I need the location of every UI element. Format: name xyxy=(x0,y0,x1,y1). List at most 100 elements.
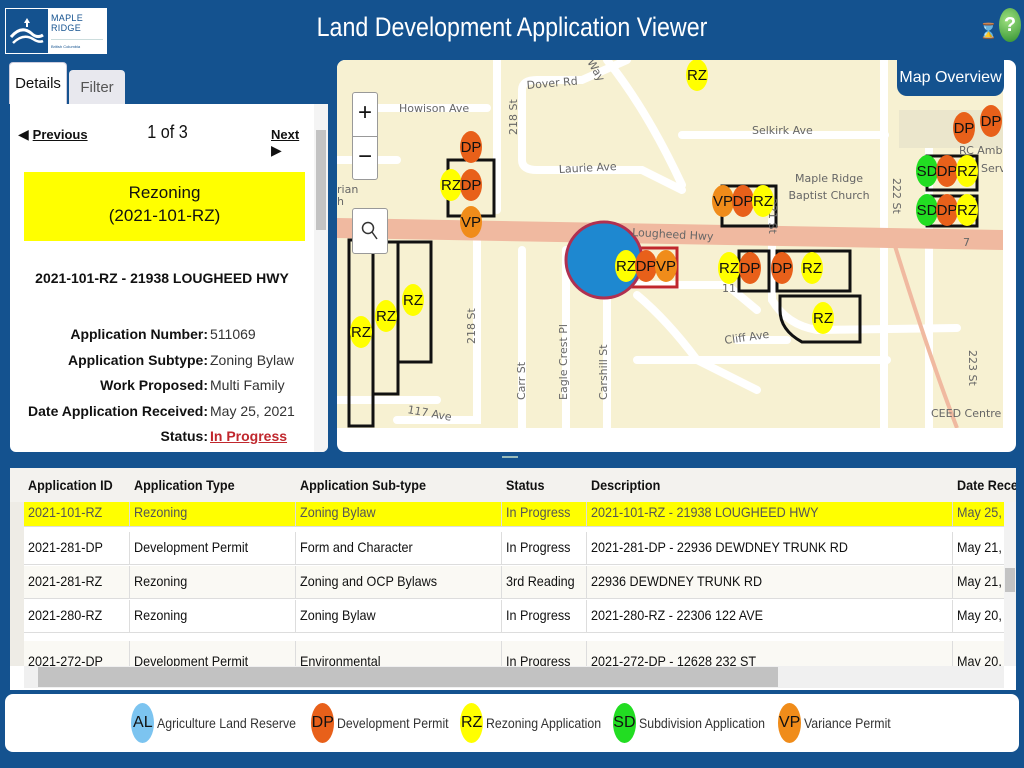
table-row[interactable]: 2021-280-RZ Rezoning Zoning Bylaw In Progre… xyxy=(24,600,1012,633)
marker-shape[interactable] xyxy=(615,250,637,282)
marker-vp[interactable]: VP xyxy=(655,250,677,282)
marker-sd[interactable]: SD xyxy=(916,155,938,187)
zoom-out-button[interactable]: − xyxy=(357,143,372,170)
marker-shape[interactable] xyxy=(956,155,978,187)
marker-shape[interactable] xyxy=(375,300,397,332)
marker-shape[interactable] xyxy=(460,206,482,238)
marker-rz[interactable]: RZ xyxy=(350,316,372,348)
marker-shape[interactable] xyxy=(801,252,823,284)
tab-details[interactable]: Details xyxy=(9,62,67,104)
status-link[interactable]: In Progress xyxy=(210,428,288,444)
marker-rz[interactable]: RZ xyxy=(440,169,462,201)
marker-rz[interactable]: RZ xyxy=(956,155,978,187)
marker-shape[interactable] xyxy=(752,185,774,217)
marker-shape[interactable] xyxy=(771,252,793,284)
next-label[interactable]: Next xyxy=(271,127,300,142)
marker-dp[interactable]: DP xyxy=(953,112,975,144)
table-horizontal-scrollbar[interactable] xyxy=(24,666,1004,688)
marker-shape[interactable] xyxy=(936,194,958,226)
column-header[interactable]: Application Type xyxy=(134,477,235,493)
details-scrollbar[interactable] xyxy=(314,104,328,452)
marker-shape[interactable] xyxy=(953,112,975,144)
banner-id: (2021-101-RZ) xyxy=(108,206,221,225)
application-address: 2021-101-RZ - 21938 LOUGHEED HWY xyxy=(35,270,289,286)
marker-shape[interactable] xyxy=(635,250,657,282)
table-cell: In Progress xyxy=(506,607,571,623)
marker-vp[interactable]: VP xyxy=(712,185,734,217)
column-header[interactable]: Status xyxy=(506,477,545,493)
marker-dp[interactable]: DP xyxy=(739,252,761,284)
marker-shape[interactable] xyxy=(812,302,834,334)
marker-dp[interactable]: DP xyxy=(936,155,958,187)
street-label: Serv xyxy=(981,162,1003,175)
marker-rz[interactable]: RZ xyxy=(402,284,424,316)
marker-shape[interactable] xyxy=(980,105,1002,137)
previous-label[interactable]: Previous xyxy=(32,127,88,142)
marker-shape[interactable] xyxy=(732,185,754,217)
marker-rz[interactable]: RZ xyxy=(752,185,774,217)
scrollbar-thumb[interactable] xyxy=(1005,568,1015,592)
marker-dp[interactable]: DP xyxy=(732,185,754,217)
marker-label: DP xyxy=(981,113,1002,130)
column-header[interactable]: Description xyxy=(591,477,661,493)
column-header[interactable]: Date Receiv xyxy=(957,477,1016,493)
help-icon[interactable]: ? xyxy=(999,8,1021,42)
table-vertical-scrollbar[interactable] xyxy=(1004,502,1016,666)
marker-rz[interactable]: RZ xyxy=(956,194,978,226)
table-cell: 2021-101-RZ xyxy=(28,504,103,520)
table-row[interactable]: 2021-281-DP Development Permit Form and Ch… xyxy=(24,532,1012,565)
column-header[interactable]: Application ID xyxy=(28,477,113,493)
row-selector-column xyxy=(10,502,24,666)
panel-splitter[interactable] xyxy=(502,456,518,458)
marker-dp[interactable]: DP xyxy=(936,194,958,226)
marker-shape[interactable] xyxy=(460,169,482,201)
marker-shape[interactable] xyxy=(402,284,424,316)
zoom-in-button[interactable]: + xyxy=(353,93,377,137)
marker-shape[interactable] xyxy=(718,252,740,284)
table-row[interactable]: 2021-281-RZ Rezoning Zoning and OCP Bylaws… xyxy=(24,566,1012,599)
scrollbar-thumb[interactable] xyxy=(38,667,778,687)
marker-sd[interactable]: SD xyxy=(916,194,938,226)
marker-shape[interactable] xyxy=(460,131,482,163)
table-cell: Zoning Bylaw xyxy=(300,607,376,623)
previous-link[interactable]: ◀ Previous xyxy=(18,126,88,142)
marker-shape[interactable] xyxy=(936,155,958,187)
marker-shape[interactable] xyxy=(916,155,938,187)
next-link[interactable]: Next ▶ xyxy=(271,127,300,158)
marker-shape[interactable] xyxy=(916,194,938,226)
column-header[interactable]: Application Sub-type xyxy=(300,477,426,493)
marker-shape[interactable] xyxy=(655,250,677,282)
marker-dp[interactable]: DP xyxy=(980,105,1002,137)
marker-dp[interactable]: DP xyxy=(771,252,793,284)
marker-rz[interactable]: RZ xyxy=(615,250,637,282)
map-search-button[interactable] xyxy=(352,208,388,254)
marker-rz[interactable]: RZ xyxy=(801,252,823,284)
marker-rz[interactable]: RZ xyxy=(375,300,397,332)
marker-dp[interactable]: DP xyxy=(460,169,482,201)
marker-shape[interactable] xyxy=(440,169,462,201)
marker-shape[interactable] xyxy=(686,60,708,91)
marker-shape[interactable] xyxy=(350,316,372,348)
maple-ridge-logo[interactable]: MAPLE RIDGE British Columbia xyxy=(5,8,107,54)
marker-label: RZ xyxy=(802,260,822,277)
map-panel[interactable]: Howison Ave Dover Rd Way 218 St Laurie Ave Se… xyxy=(337,60,1016,452)
map-overview-button[interactable]: Map Overview xyxy=(897,60,1004,96)
marker-dp[interactable]: DP xyxy=(460,131,482,163)
street-label: Carshill St xyxy=(597,344,610,400)
marker-dp[interactable]: DP xyxy=(635,250,657,282)
marker-label: RZ xyxy=(351,324,371,341)
marker-vp[interactable]: VP xyxy=(460,206,482,238)
marker-rz[interactable]: RZ xyxy=(718,252,740,284)
table-row[interactable]: 2021-101-RZ Rezoning Zoning Bylaw In Progre… xyxy=(24,502,1012,527)
tab-filter[interactable]: Filter xyxy=(69,70,125,104)
street-label: Howison Ave xyxy=(399,102,469,115)
hourglass-icon[interactable]: ⌛ xyxy=(979,23,998,40)
marker-shape[interactable] xyxy=(739,252,761,284)
marker-rz[interactable]: RZ xyxy=(686,60,708,91)
scrollbar-thumb[interactable] xyxy=(316,130,326,230)
marker-shape[interactable] xyxy=(712,185,734,217)
marker-shape[interactable] xyxy=(956,194,978,226)
marker-rz[interactable]: RZ xyxy=(812,302,834,334)
